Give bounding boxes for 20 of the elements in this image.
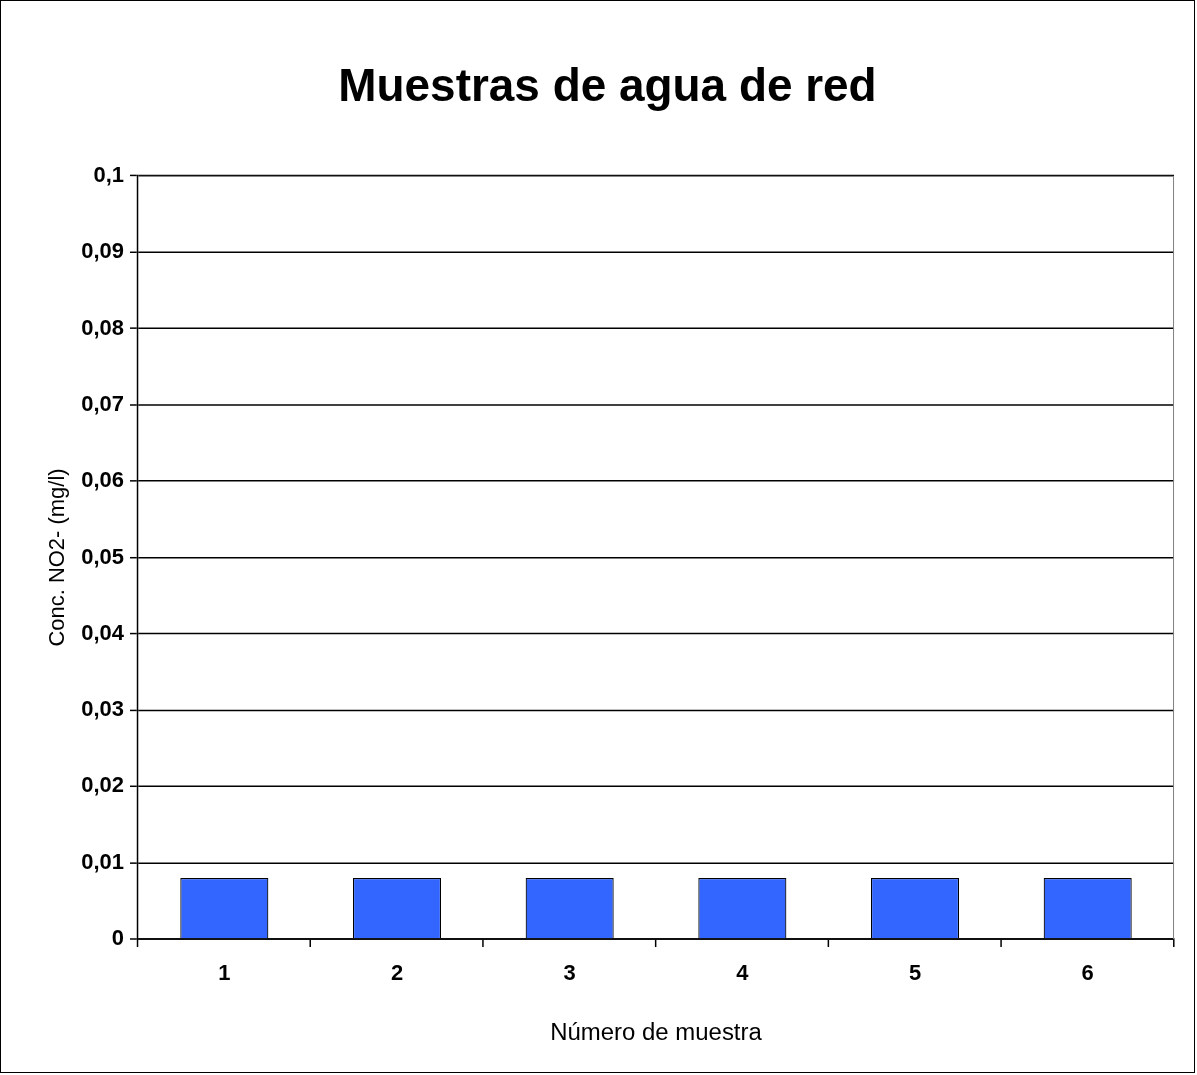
x-tick-label: 6 xyxy=(1081,960,1094,986)
y-tick-label: 0 xyxy=(111,925,125,951)
y-tick-label: 0,08 xyxy=(81,314,125,340)
y-tick-label: 0,04 xyxy=(81,619,125,645)
y-axis-title: Conc. NO2- (mg/l) xyxy=(44,468,70,647)
y-tick-label: 0,05 xyxy=(81,543,125,569)
y-tick-label: 0,02 xyxy=(81,772,125,798)
y-tick-label: 0,07 xyxy=(81,390,125,416)
x-tick-label: 1 xyxy=(218,960,231,986)
x-tick-label: 5 xyxy=(908,960,922,986)
y-tick-label: 0,03 xyxy=(81,696,125,722)
chart-title: Muestras de agua de red xyxy=(338,59,877,112)
y-tick-label: 0,01 xyxy=(81,848,125,874)
x-tick-label: 4 xyxy=(736,960,750,986)
y-tick-label: 0,06 xyxy=(81,467,125,493)
x-axis-title: Número de muestra xyxy=(550,1018,763,1046)
y-tick-label: 0,1 xyxy=(93,161,125,187)
x-tick-label: 3 xyxy=(563,960,576,986)
x-tick-label: 2 xyxy=(390,960,404,986)
y-tick-label: 0,09 xyxy=(81,238,125,264)
